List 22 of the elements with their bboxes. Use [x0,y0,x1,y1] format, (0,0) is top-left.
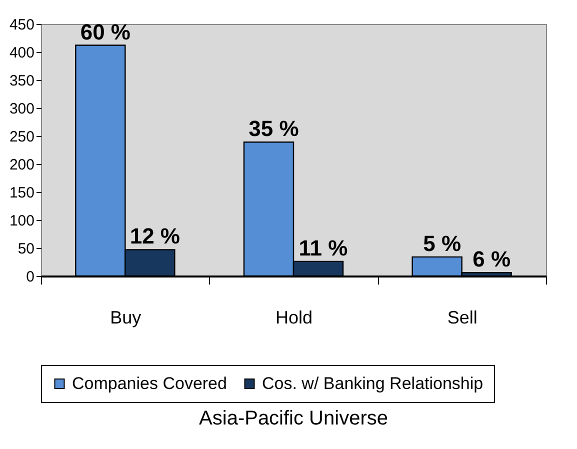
y-tick-label: 50 [18,240,34,258]
y-tick-label: 150 [9,184,34,202]
y-tick-label: 200 [9,156,34,174]
x-tick-label: Sell [447,308,478,328]
legend-label: Cos. w/ Banking Relationship [262,374,484,393]
y-tick-label: 100 [9,212,34,230]
annotation: 11 % [298,235,348,260]
annotation: 5 % [423,230,462,256]
x-axis-title: Asia-Pacific Universe [199,408,388,430]
y-tick-label: 300 [9,100,34,118]
annotation: 60 % [80,19,130,44]
y-tick-label: 350 [9,72,34,90]
y-tick-label: 400 [9,44,34,62]
annotation: 12 % [130,224,180,249]
annotation: 35 % [248,116,299,142]
y-tick-label: 0 [26,268,34,286]
x-tick-label: Hold [275,308,313,328]
legend-label: Companies Covered [72,374,227,393]
y-tick-label: 250 [9,128,34,146]
x-tick-label: Buy [110,308,142,328]
y-tick-label: 450 [9,16,34,34]
annotation: 6 % [472,246,511,272]
